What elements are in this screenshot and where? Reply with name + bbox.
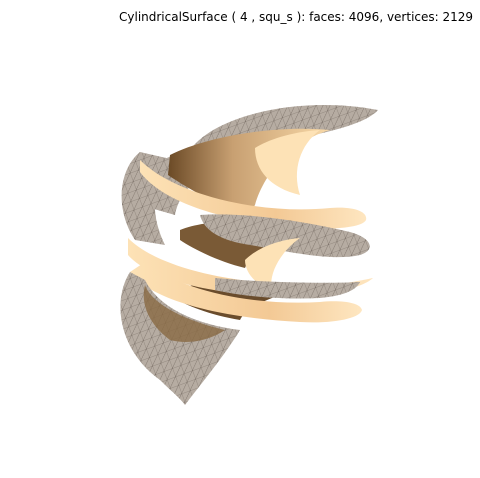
figure-title: CylindricalSurface ( 4 , squ_s ): faces:… bbox=[119, 10, 474, 24]
outer-strip-left bbox=[121, 152, 175, 245]
mesh-strip-middle bbox=[200, 214, 370, 258]
mesh-strip-lower bbox=[215, 278, 360, 299]
spiral-fin-1 bbox=[140, 130, 367, 229]
spiral-fin-3 bbox=[130, 262, 362, 323]
outer-strip-bottom bbox=[120, 272, 240, 405]
spiral-fin-2 bbox=[128, 238, 373, 296]
